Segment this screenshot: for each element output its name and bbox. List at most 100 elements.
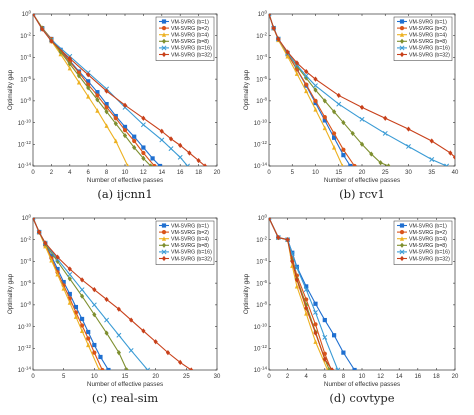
x-tick-label: 5	[291, 170, 295, 176]
data-point	[113, 121, 118, 127]
x-tick-label: 12	[140, 170, 147, 176]
data-point	[336, 101, 342, 107]
legend-entry: VM-SVRG (b=16)	[409, 250, 450, 256]
data-point	[122, 128, 128, 133]
data-point	[332, 109, 337, 115]
legend-swatch-marker	[399, 32, 405, 37]
marker-stroke	[399, 249, 405, 255]
panel-caption: (c) real-sim	[92, 391, 158, 405]
x-tick-label: 35	[428, 170, 435, 176]
y-tick-label: 100	[22, 10, 32, 19]
legend-entry: VM-SVRG (b=1)	[171, 223, 209, 229]
data-point	[352, 163, 357, 166]
data-point	[37, 229, 42, 235]
data-point	[128, 348, 134, 353]
x-tick-label: 20	[452, 374, 459, 380]
data-point	[165, 350, 171, 356]
x-tick-label: 0	[267, 170, 271, 176]
data-point	[91, 302, 97, 308]
data-point	[322, 115, 327, 120]
x-tick-label: 16	[177, 170, 184, 176]
data-point	[113, 138, 118, 144]
data-point	[313, 83, 318, 89]
data-point	[285, 53, 290, 59]
marker-stroke	[161, 249, 167, 255]
data-point	[269, 218, 272, 221]
data-point	[294, 277, 299, 283]
y-tick-label: 10-4	[20, 257, 31, 266]
marker-stroke	[159, 137, 165, 143]
y-tick-label: 10-2	[256, 31, 267, 40]
legend-swatch-marker	[161, 51, 167, 58]
data-point	[341, 119, 346, 126]
data-point	[86, 342, 91, 348]
data-point	[145, 367, 151, 370]
series-line-b32	[33, 14, 206, 166]
data-point	[276, 36, 281, 42]
data-point	[187, 150, 192, 156]
data-point	[196, 157, 201, 164]
data-point	[285, 49, 290, 55]
y-tick-label: 100	[258, 10, 268, 19]
data-point	[271, 25, 276, 31]
y-tick-label: 100	[258, 214, 268, 223]
y-tick-label: 10-12	[18, 344, 32, 353]
marker-stroke	[67, 272, 73, 277]
legend-entry: VM-SVRG (b=4)	[171, 237, 209, 243]
data-point	[79, 316, 85, 322]
legend-entry: VM-SVRG (b=4)	[409, 237, 447, 243]
data-point	[104, 105, 109, 110]
data-point	[122, 102, 128, 108]
y-tick-label: 10-10	[254, 322, 268, 331]
legend-swatch-marker	[399, 51, 405, 58]
x-tick-label: 6	[323, 374, 327, 380]
data-point	[61, 279, 66, 285]
data-point	[189, 367, 194, 370]
data-point	[304, 284, 309, 289]
x-tick-label: 4	[305, 374, 309, 380]
marker-stroke	[303, 287, 309, 293]
data-point	[92, 350, 97, 355]
marker-stroke	[322, 334, 328, 340]
y-tick-label: 10-10	[18, 322, 32, 331]
data-point	[313, 301, 318, 306]
data-point	[67, 276, 72, 282]
panel-caption: (a) ijcnn1	[97, 187, 152, 201]
marker-stroke	[269, 218, 272, 221]
data-point	[444, 163, 450, 166]
data-point	[86, 336, 91, 341]
x-tick-label: 25	[183, 374, 190, 380]
y-tick-label: 10-6	[256, 279, 267, 288]
marker-stroke	[444, 163, 448, 166]
data-point	[98, 367, 101, 370]
data-point	[55, 266, 60, 272]
legend-swatch-marker	[399, 230, 405, 235]
legend-entry: VM-SVRG (b=1)	[409, 223, 447, 229]
x-tick-label: 2	[286, 374, 290, 380]
data-point	[335, 367, 341, 370]
marker-stroke	[140, 122, 146, 128]
x-tick-label: 10	[91, 374, 98, 380]
legend-entry: VM-SVRG (b=16)	[171, 46, 212, 52]
x-axis-label: Number of effective passes	[87, 381, 163, 388]
data-point	[132, 144, 137, 151]
data-point	[359, 141, 365, 147]
series-group	[269, 218, 357, 370]
data-point	[95, 108, 100, 113]
data-point	[336, 92, 341, 99]
series-group	[33, 14, 208, 166]
data-point	[313, 76, 318, 82]
y-tick-label: 10-8	[256, 301, 267, 310]
marker-stroke	[33, 218, 36, 221]
x-tick-label: 10	[122, 170, 129, 176]
x-tick-label: 8	[342, 374, 346, 380]
legend-entry: VM-SVRG (b=32)	[409, 256, 450, 262]
data-point	[304, 88, 309, 94]
data-point	[122, 124, 128, 130]
marker-stroke	[161, 45, 167, 51]
data-point	[448, 150, 453, 156]
data-point	[152, 163, 157, 166]
data-point	[341, 153, 346, 158]
marker-stroke	[128, 348, 134, 353]
